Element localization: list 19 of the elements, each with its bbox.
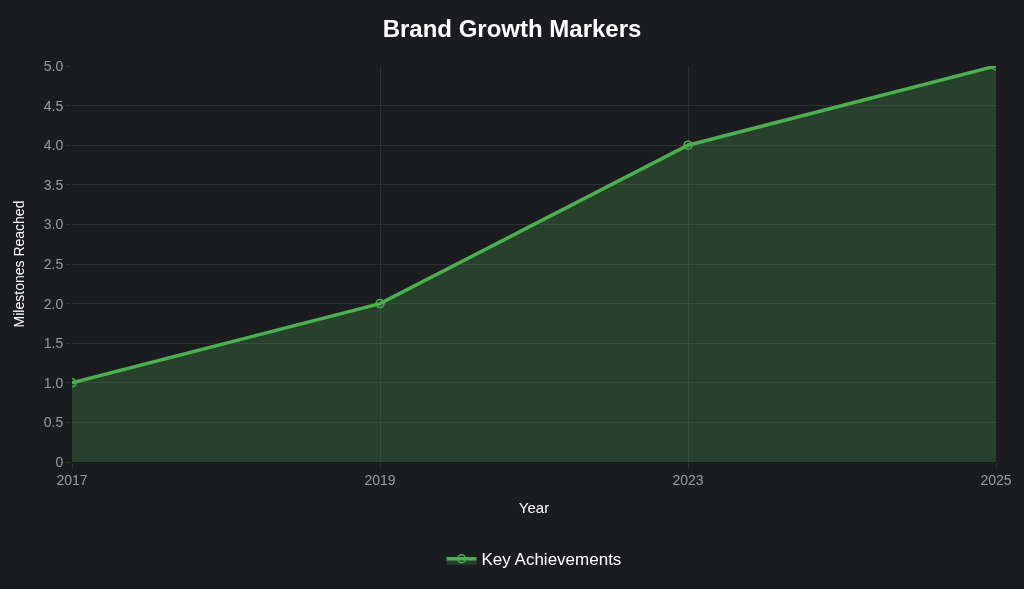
y-tick-label: 3.0 [43, 216, 64, 233]
y-tick-label: 4.5 [43, 97, 64, 114]
legend-label: Key Achievements [481, 550, 622, 570]
y-tick-label: 2.0 [43, 295, 64, 312]
x-tick-label: 2025 [980, 471, 1012, 488]
y-tick-label: 2.5 [43, 255, 64, 272]
y-tick-label: 4.0 [43, 137, 64, 154]
y-tick-label: 0 [55, 453, 64, 470]
x-tick-label: 2017 [56, 471, 88, 488]
y-tick-label: 1.5 [43, 335, 64, 352]
x-axis-title: Year [518, 498, 550, 516]
chart-title: Brand Growth Markers [382, 15, 642, 43]
y-tick-label: 3.5 [43, 176, 64, 193]
y-axis-title: Milestones Reached [11, 200, 28, 328]
y-tick-label: 0.5 [43, 414, 64, 431]
x-tick-label: 2023 [672, 471, 704, 488]
y-tick-label: 1.0 [43, 374, 64, 391]
x-tick-label: 2019 [364, 471, 396, 488]
y-tick-label: 5.0 [43, 57, 64, 74]
